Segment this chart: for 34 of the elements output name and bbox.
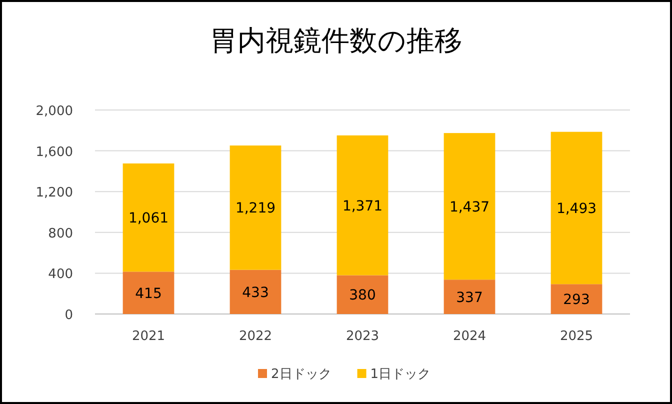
y-tick-label: 1,200	[36, 186, 73, 201]
x-tick-label: 2025	[560, 329, 594, 344]
chart-title: 胃内視鏡件数の推移	[210, 24, 462, 57]
x-tick-label: 2024	[452, 329, 486, 344]
bar	[230, 270, 282, 314]
data-label: 1,219	[235, 200, 276, 217]
data-label: 1,371	[342, 198, 383, 214]
data-label: 337	[456, 290, 483, 306]
y-tick-label: 1,600	[36, 144, 73, 160]
data-label: 1,437	[449, 199, 490, 216]
data-label: 293	[563, 292, 590, 308]
bar	[122, 272, 174, 314]
y-tick-label: 2,000	[36, 104, 73, 119]
data-label: 433	[242, 284, 269, 301]
bar	[444, 133, 496, 280]
bar	[336, 275, 388, 314]
data-label: 415	[135, 286, 162, 302]
bar	[122, 163, 174, 272]
bar	[550, 284, 602, 314]
x-tick-label: 2023	[346, 329, 380, 344]
y-tick-label: 0	[64, 308, 73, 323]
x-tick-label: 2022	[238, 329, 272, 344]
y-tick-label: 800	[48, 226, 73, 242]
bar	[230, 145, 282, 270]
data-label: 380	[349, 288, 376, 304]
data-label: 1,493	[556, 200, 597, 217]
y-tick-label: 400	[48, 267, 73, 282]
bar	[550, 132, 602, 284]
bar	[336, 135, 388, 276]
x-tick-label: 2021	[132, 329, 166, 344]
legend-label: 1日ドック	[370, 367, 431, 382]
data-label: 1,061	[128, 210, 169, 227]
legend-label: 2日ドック	[271, 367, 332, 382]
bar	[444, 280, 496, 314]
